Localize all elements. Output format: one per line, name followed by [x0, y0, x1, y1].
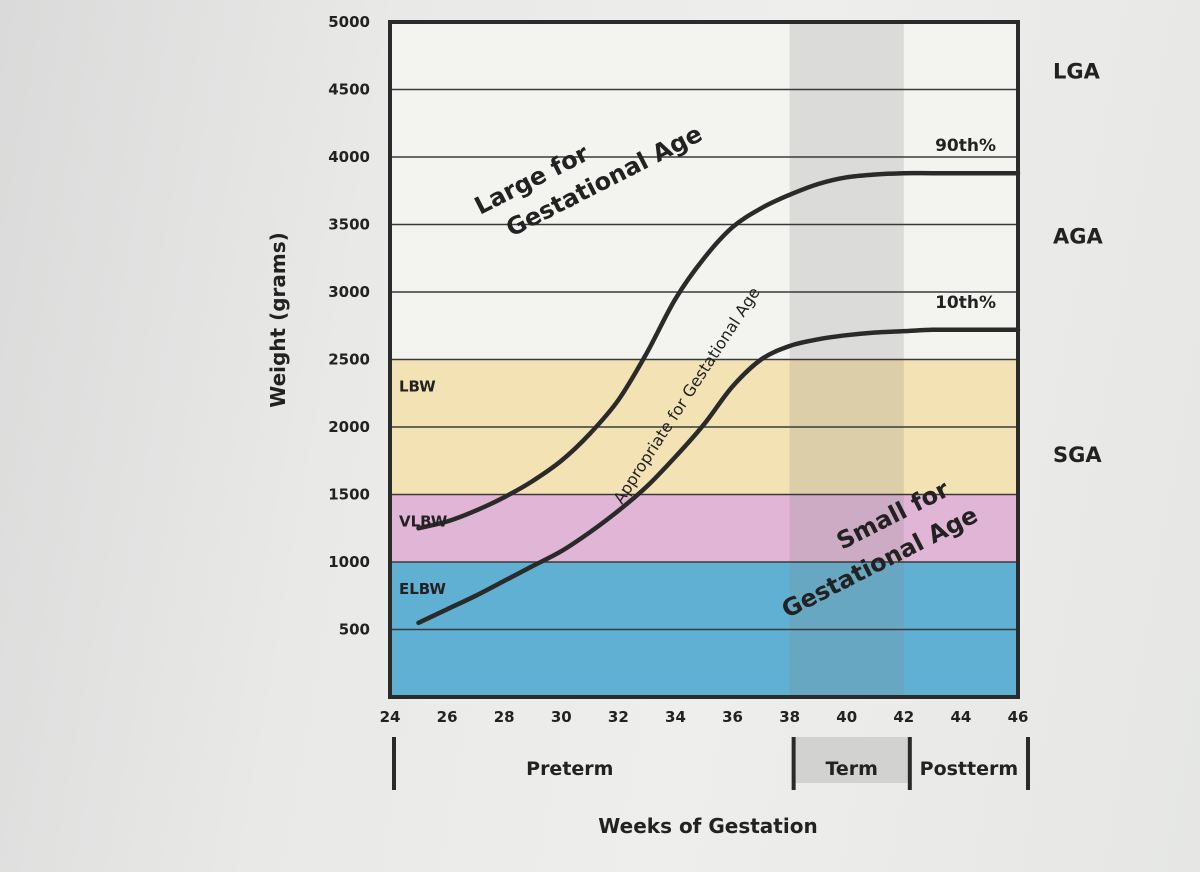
y-tick-1000: 1000: [328, 553, 370, 571]
y-tick-3500: 3500: [328, 216, 370, 234]
weight-band-label-lbw: LBW: [399, 378, 436, 396]
weight-band-label-elbw: ELBW: [399, 580, 446, 598]
x-tick-32: 32: [608, 708, 629, 726]
period-label-term: Term: [825, 758, 878, 780]
x-tick-44: 44: [950, 708, 971, 726]
x-tick-26: 26: [437, 708, 458, 726]
category-label-lga: LGA: [1053, 60, 1101, 84]
x-tick-38: 38: [779, 708, 800, 726]
y-tick-5000: 5000: [328, 13, 370, 31]
period-label-postterm: Postterm: [920, 758, 1019, 780]
category-label-sga: SGA: [1053, 443, 1102, 467]
y-tick-500: 500: [339, 621, 370, 639]
x-tick-30: 30: [551, 708, 572, 726]
series-label-10th: 10th%: [935, 293, 996, 313]
term-period-box: [795, 737, 908, 783]
x-tick-34: 34: [665, 708, 686, 726]
x-tick-42: 42: [893, 708, 914, 726]
plot-frame: [388, 20, 1020, 699]
y-tick-2000: 2000: [328, 418, 370, 436]
x-tick-24: 24: [380, 708, 401, 726]
series-label-90th: 90th%: [935, 136, 996, 156]
y-tick-4000: 4000: [328, 148, 370, 166]
y-tick-1500: 1500: [328, 486, 370, 504]
x-tick-28: 28: [494, 708, 515, 726]
weight-band-vlbw: [390, 494, 1018, 562]
period-label-preterm: Preterm: [526, 758, 613, 780]
x-tick-36: 36: [722, 708, 743, 726]
x-axis-title: Weeks of Gestation: [598, 814, 817, 838]
y-tick-4500: 4500: [328, 81, 370, 99]
x-tick-46: 46: [1008, 708, 1029, 726]
y-axis-title: Weight (grams): [266, 232, 290, 408]
y-tick-2500: 2500: [328, 351, 370, 369]
y-tick-3000: 3000: [328, 283, 370, 301]
series-line-10th: [416, 327, 1021, 626]
x-tick-40: 40: [836, 708, 857, 726]
category-label-aga: AGA: [1053, 224, 1103, 248]
weight-band-label-vlbw: VLBW: [399, 513, 448, 531]
series-line-90th: [416, 170, 1021, 531]
